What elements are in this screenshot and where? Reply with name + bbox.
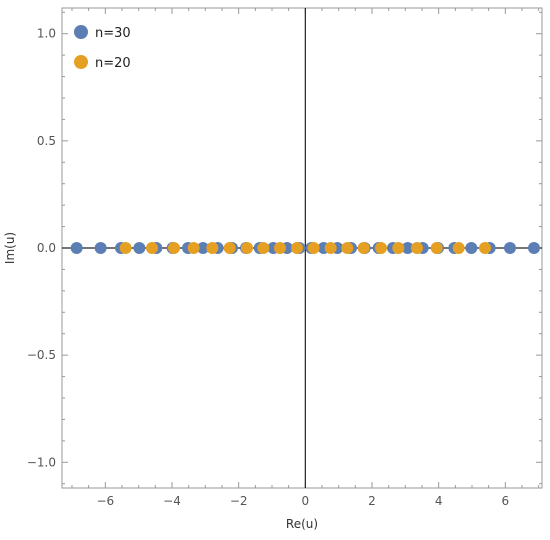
data-point [528, 242, 540, 254]
data-point [70, 242, 83, 254]
y-tick-label: 0.0 [37, 241, 56, 255]
x-axis-label: Re(u) [286, 517, 318, 531]
x-tick-label: −2 [230, 494, 248, 508]
data-point [168, 242, 180, 254]
data-point [411, 242, 423, 254]
y-tick-label: 0.5 [37, 134, 56, 148]
series-2 [119, 242, 491, 254]
data-point [223, 242, 236, 254]
y-tick-label: 1.0 [37, 27, 56, 41]
data-point [119, 242, 132, 254]
data-point [307, 242, 320, 254]
x-tick-label: 0 [302, 494, 310, 508]
y-tick-label: −1.0 [27, 455, 56, 469]
data-point [504, 242, 516, 254]
legend-marker [74, 25, 88, 39]
data-point [357, 242, 370, 254]
y-axis-label: Im(u) [3, 232, 17, 264]
data-points [70, 242, 540, 254]
x-tick-label: −6 [96, 494, 114, 508]
data-point [133, 242, 146, 254]
legend-label: n=20 [95, 56, 131, 71]
data-point [94, 242, 107, 254]
data-point [274, 242, 286, 254]
data-point [146, 242, 158, 254]
legend-label: n=30 [95, 26, 131, 41]
y-tick-label: −0.5 [27, 348, 56, 362]
x-tick-label: −4 [163, 494, 181, 508]
x-tick-label: 2 [368, 494, 376, 508]
data-point [187, 242, 200, 254]
x-tick-label: 4 [435, 494, 443, 508]
data-point [341, 242, 354, 254]
axis-tick-labels: −6 −4 −2 0 2 4 6 −1.0 −0.5 0.0 0.5 1.0 [27, 27, 509, 508]
data-point [197, 242, 209, 254]
data-point [452, 242, 465, 254]
x-tick-label: 6 [502, 494, 510, 508]
data-point [392, 242, 405, 254]
data-point [206, 242, 219, 254]
data-point [375, 242, 387, 254]
data-point [479, 242, 491, 254]
data-point [291, 242, 303, 254]
data-point [324, 242, 337, 254]
axis-ticks [62, 8, 542, 488]
data-point [430, 242, 443, 254]
data-point [401, 242, 414, 254]
legend-marker [74, 55, 88, 69]
data-point [465, 242, 478, 254]
legend: n=30 n=20 [74, 25, 131, 71]
data-point [257, 242, 270, 254]
data-point [241, 242, 253, 254]
